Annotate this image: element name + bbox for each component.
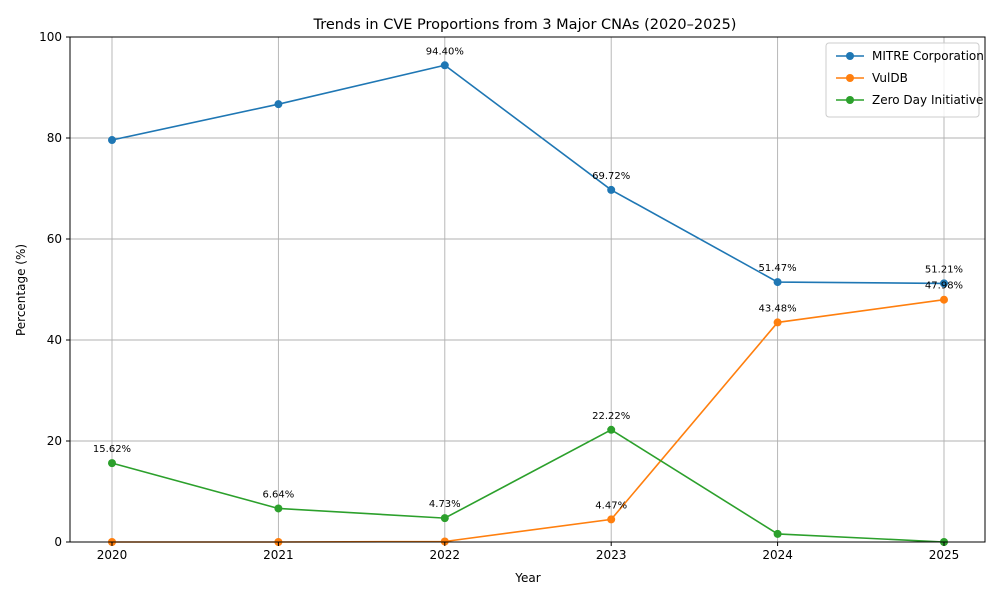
y-axis: 0 20 40 60 80 100 (39, 30, 70, 549)
series-1 (108, 61, 948, 288)
x-tick-label: 2025 (929, 548, 960, 562)
data-label: 94.40% (426, 46, 464, 57)
legend-marker (846, 96, 854, 104)
data-labels: 94.40% 69.72% 51.47% 51.21% 4.47% 43.48% 47.98… (93, 46, 963, 511)
y-axis-title: Percentage (%) (14, 244, 28, 336)
data-point (440, 61, 449, 70)
x-tick-label: 2022 (430, 548, 461, 562)
y-tick-label: 100 (39, 30, 62, 44)
series-line (111, 64, 945, 285)
data-point (773, 278, 782, 287)
data-label: 69.72% (592, 171, 630, 182)
series-2 (108, 295, 948, 546)
x-tick-label: 2021 (263, 548, 294, 562)
data-point (274, 100, 283, 109)
data-point (607, 425, 616, 434)
y-tick-label: 0 (54, 535, 62, 549)
data-point (773, 529, 782, 538)
data-label: 51.47% (759, 263, 797, 274)
legend-marker (846, 74, 854, 82)
series-3 (108, 425, 948, 546)
series-line (112, 298, 945, 543)
data-label: 4.73% (429, 499, 461, 510)
plot-frame (69, 36, 986, 543)
data-point (108, 459, 116, 468)
data-label: 6.64% (263, 489, 295, 500)
data-point (940, 295, 948, 304)
data-point (108, 136, 116, 145)
data-label: 4.47% (595, 500, 627, 511)
legend-label: Zero Day Initiative (872, 93, 983, 107)
y-tick-label: 20 (47, 434, 62, 448)
y-tick-label: 40 (47, 333, 62, 347)
x-tick-label: 2023 (596, 548, 627, 562)
data-point (607, 185, 616, 194)
data-point (940, 279, 948, 288)
chart-title: Trends in CVE Proportions from 3 Major C… (313, 17, 737, 33)
legend-label: MITRE Corporation (872, 49, 984, 63)
data-point (440, 514, 449, 523)
data-point (274, 504, 283, 513)
x-axis-title: Year (514, 571, 540, 585)
x-tick-label: 2024 (762, 548, 793, 562)
data-label: 15.62% (93, 444, 131, 455)
legend-box (825, 42, 980, 118)
y-tick-label: 80 (47, 131, 62, 145)
legend-label: VulDB (872, 71, 908, 85)
data-point (773, 318, 782, 327)
data-point (607, 515, 616, 524)
legend-marker (846, 52, 854, 60)
legend: MITRE Corporation VulDB Zero Day Initiativ… (825, 42, 984, 118)
data-label: 22.22% (592, 411, 630, 422)
x-axis: 2020 2021 2022 2023 2024 2025 (97, 542, 960, 562)
data-point (440, 537, 449, 546)
data-label: 51.21% (925, 264, 963, 275)
series-layer (108, 61, 948, 546)
data-label: 43.48% (759, 303, 797, 314)
x-tick-label: 2020 (97, 548, 128, 562)
y-tick-label: 60 (47, 232, 62, 246)
data-label: 47.98% (925, 281, 963, 292)
series-line (111, 428, 945, 543)
